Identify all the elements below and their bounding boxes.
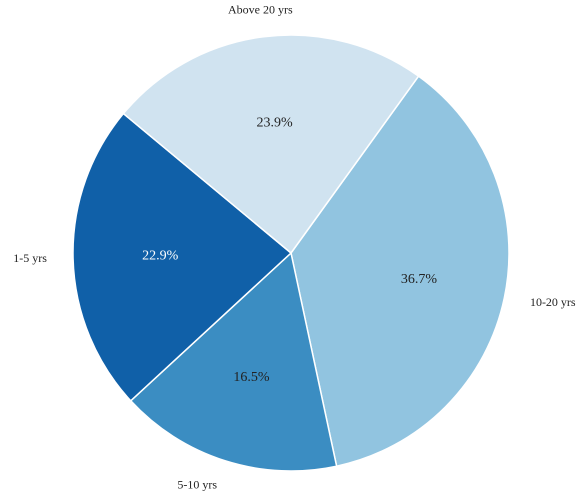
slice-value-label: 16.5% [233,370,270,385]
pie-slice [72,112,293,402]
pie-slice [129,251,338,472]
slice-category-label: 10-20 yrs [530,295,576,309]
pie-slice [290,75,510,468]
slice-value-label: 22.9% [142,249,179,264]
slice-value-label: 36.7% [401,272,438,287]
slice-category-label: Above 20 yrs [228,3,293,17]
slice-category-label: 1-5 yrs [13,251,47,265]
pie-slice [122,34,420,255]
slice-value-label: 23.9% [256,115,293,130]
slice-category-label: 5-10 yrs [177,477,217,491]
